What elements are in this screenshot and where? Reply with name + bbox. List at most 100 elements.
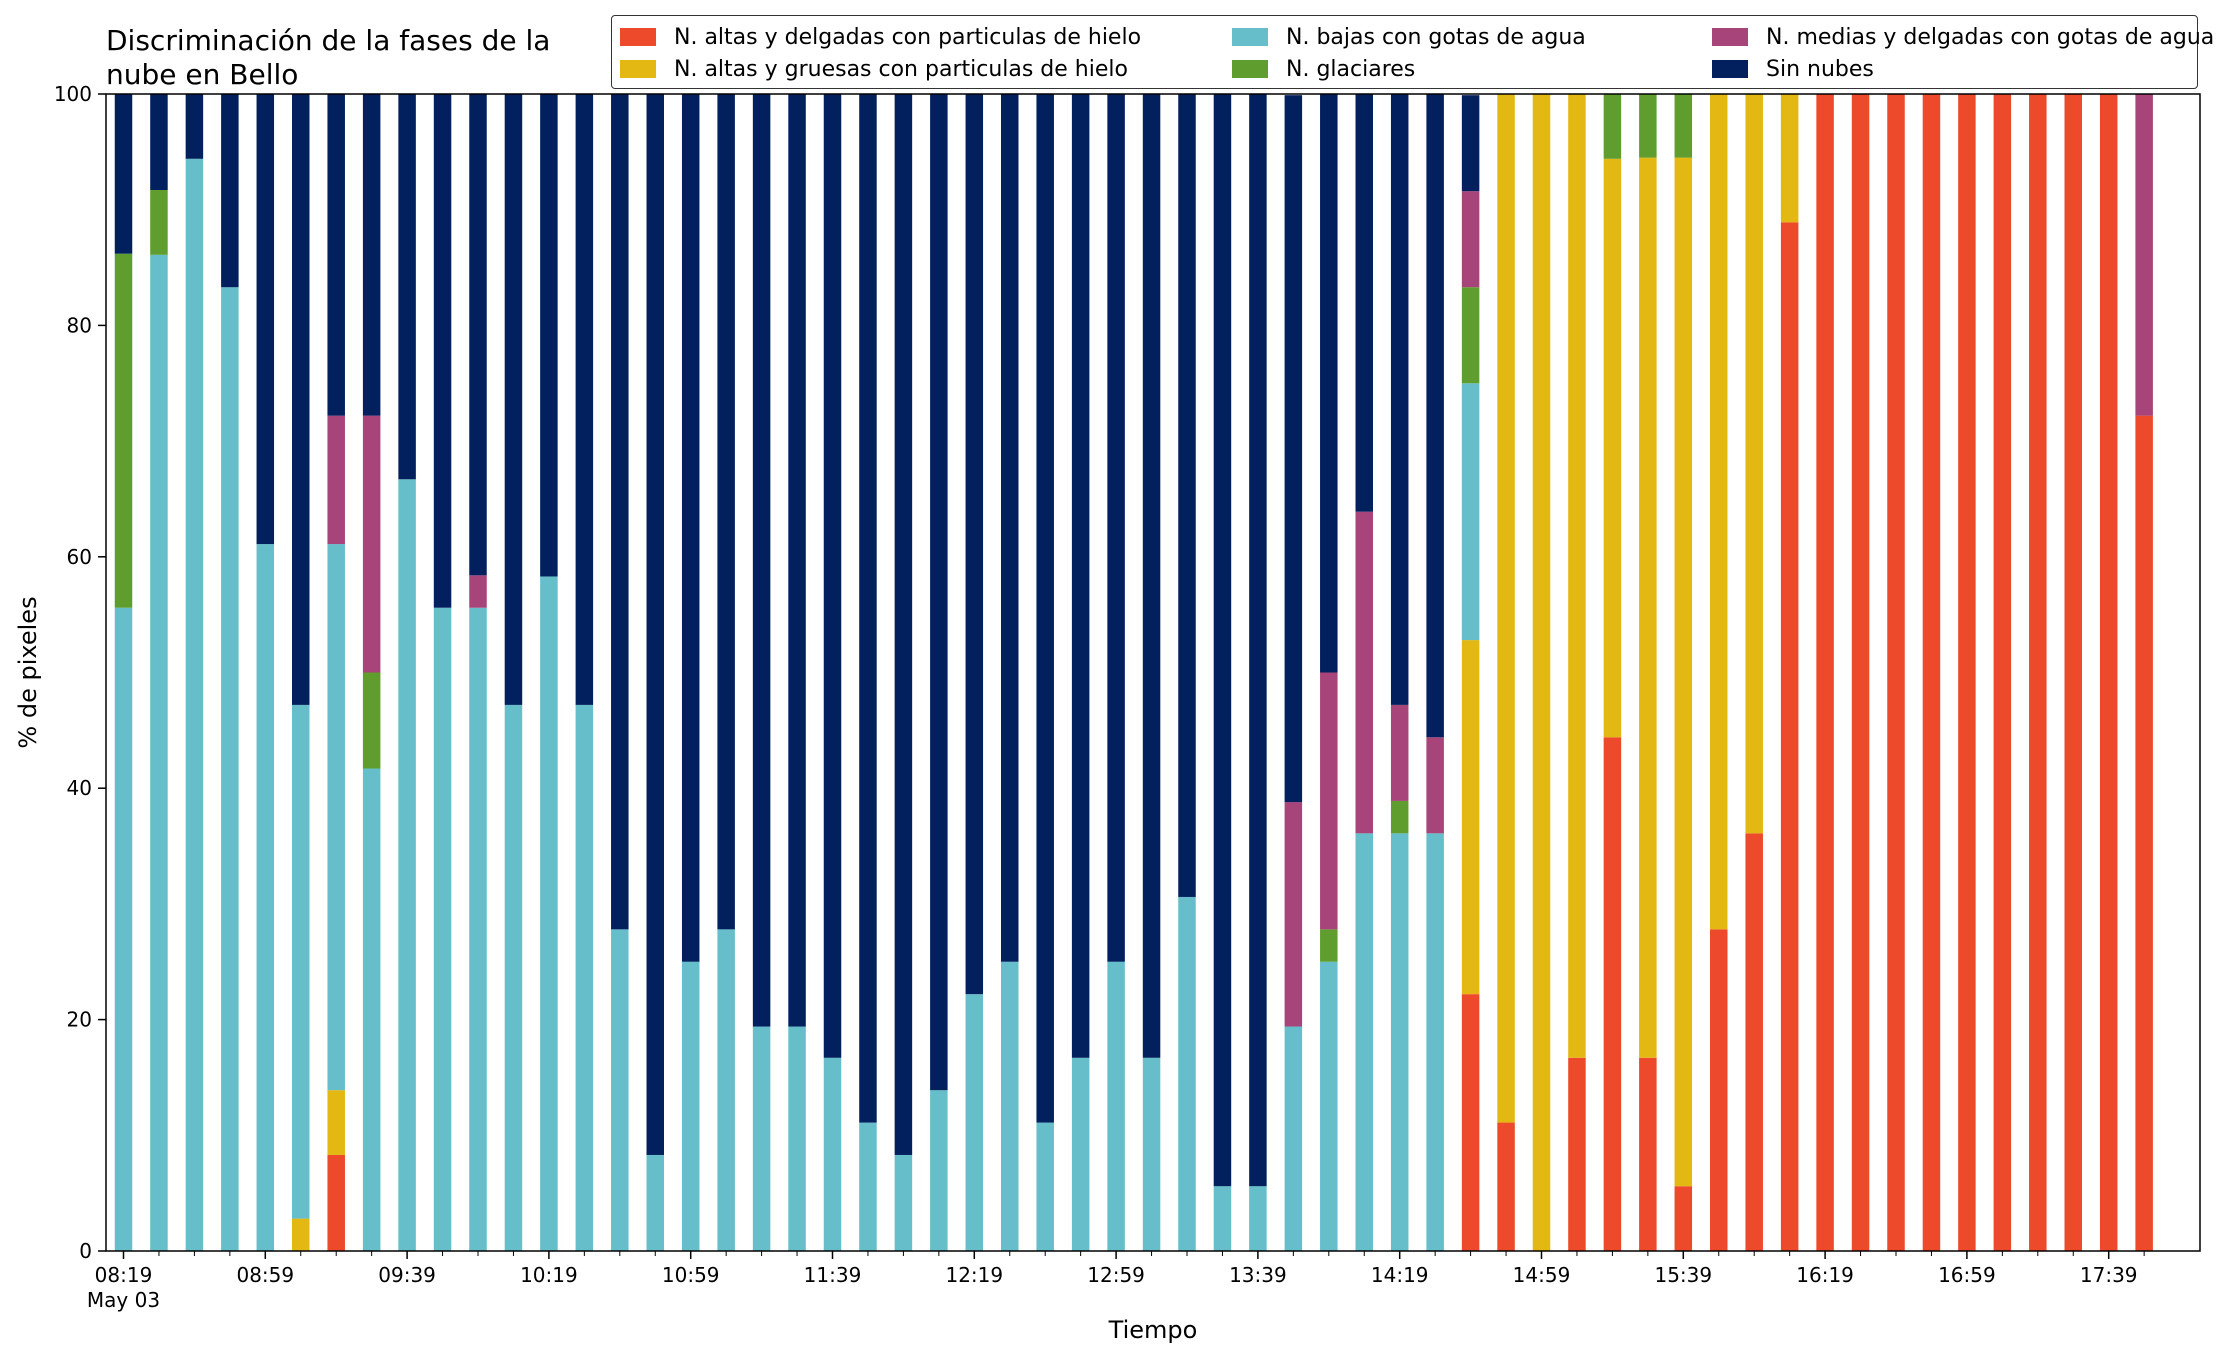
bar-segment (1603, 737, 1622, 1251)
bar-segment (1071, 94, 1090, 1058)
bar-segment (256, 94, 275, 545)
y-tick-label: 80 (67, 313, 92, 337)
legend-swatch (1712, 28, 1748, 46)
x-tick-label: 14:59 (1513, 1263, 1571, 1287)
bar-segment (930, 94, 948, 1091)
bar-segment (327, 415, 345, 545)
bar-segment (965, 94, 984, 995)
bar-segment (1355, 511, 1373, 834)
bar-segment (185, 158, 204, 1251)
x-tick-label: 15:39 (1654, 1263, 1712, 1287)
bar-segment (1461, 383, 1480, 641)
legend-item-medias: N. medias y delgadas con gotas de agua (1712, 22, 2214, 52)
bar-segment (540, 576, 558, 1251)
x-tick-label: 16:59 (1938, 1263, 1996, 1287)
bar-segment (1213, 94, 1232, 1187)
bar-segment (575, 704, 594, 1251)
bar-segment (1710, 929, 1728, 1251)
bar-segment (611, 929, 629, 1251)
bar-segment (221, 94, 239, 288)
bar-segment (362, 768, 381, 1251)
bar-segment (1780, 94, 1799, 223)
x-tick-label: 08:19 (95, 1263, 153, 1287)
bar-segment (327, 1154, 345, 1251)
bar-segment (1461, 95, 1480, 192)
bar-segment (1922, 94, 1941, 1251)
bar-segment (823, 1057, 842, 1251)
bar-segment (398, 479, 416, 1251)
bar-segment (575, 94, 594, 705)
legend-item-glaciares: N. glaciares (1232, 54, 1415, 84)
bar-segment (681, 961, 700, 1251)
y-axis: 0 20 40 60 80 100 (54, 82, 106, 1263)
bar-segment (930, 1090, 948, 1251)
bar-segment (1107, 94, 1125, 962)
bar-segment (150, 94, 168, 191)
bar-segment (894, 94, 913, 1155)
bar-segment (894, 1154, 913, 1251)
bar-segment (1036, 94, 1054, 1123)
bar-segment (1532, 94, 1551, 1251)
bar-segment (2135, 94, 2153, 416)
bar-segment (859, 94, 877, 1123)
bar-segment (611, 94, 629, 930)
bar-segment (965, 994, 984, 1251)
legend-item-altas-gruesas: N. altas y gruesas con particulas de hie… (620, 54, 1128, 84)
bar-segment (1178, 94, 1196, 897)
x-tick-label: 12:59 (1087, 1263, 1145, 1287)
bar-segment (823, 94, 842, 1058)
bar-segment (717, 94, 735, 930)
bar-segment (646, 1154, 664, 1251)
bar-segment (504, 94, 523, 705)
bar-segment (1071, 1057, 1090, 1251)
bar-segment (1497, 1122, 1515, 1251)
bar-segment (1674, 1186, 1693, 1251)
bar-segment (469, 607, 487, 1251)
plot-frame (105, 93, 2201, 1252)
bar-segment (150, 190, 168, 255)
y-tick-label: 100 (54, 82, 92, 106)
y-tick-label: 20 (67, 1008, 92, 1032)
bar-segment (1249, 94, 1267, 1187)
bar-segment (681, 94, 700, 962)
x-tick-label: 13:39 (1229, 1263, 1287, 1287)
bar-segment (2099, 94, 2118, 1251)
x-tick-label: 17:39 (2080, 1263, 2138, 1287)
x-tick-label: 08:59 (236, 1263, 294, 1287)
bar-segment (1390, 800, 1409, 834)
bar-segment (1461, 640, 1480, 995)
legend-label: N. glaciares (1286, 56, 1416, 82)
bar-segment (185, 94, 204, 159)
bar-segment (752, 94, 771, 1027)
legend-item-altas-delgadas: N. altas y delgadas con particulas de hi… (620, 22, 1141, 52)
bar-segment (1390, 833, 1409, 1251)
legend-label: Sin nubes (1766, 56, 1874, 82)
bar-segment (1568, 94, 1586, 1058)
legend-label: N. medias y delgadas con gotas de agua (1766, 24, 2215, 50)
x-tick-label: 16:19 (1796, 1263, 1854, 1287)
bar-segment (1320, 961, 1338, 1251)
bar-segment (2135, 415, 2153, 1251)
x-tick-label: 11:39 (804, 1263, 862, 1287)
bar-segment (1001, 961, 1019, 1251)
legend-label: N. altas y gruesas con particulas de hie… (674, 56, 1128, 82)
bar-segment (1603, 94, 1622, 159)
bar-segment (1461, 287, 1480, 384)
x-tick-label: 10:19 (520, 1263, 578, 1287)
bar-segment (1674, 94, 1693, 158)
bar-segment (256, 544, 275, 1251)
legend-swatch (620, 28, 656, 46)
legend-swatch (1712, 60, 1748, 78)
bar-segment (1284, 1026, 1303, 1251)
y-axis-label: % de pixeles (14, 596, 42, 748)
bar-segment (433, 607, 452, 1251)
bar-segment (1993, 94, 2012, 1251)
bar-segment (2029, 94, 2047, 1251)
bar-segment (1745, 833, 1763, 1251)
bar-segment (1036, 1122, 1054, 1251)
bar-segment (1320, 672, 1338, 930)
bar-segment (1249, 1186, 1267, 1251)
bar-segment (1568, 1057, 1586, 1251)
bar-segment (1816, 94, 1834, 1251)
